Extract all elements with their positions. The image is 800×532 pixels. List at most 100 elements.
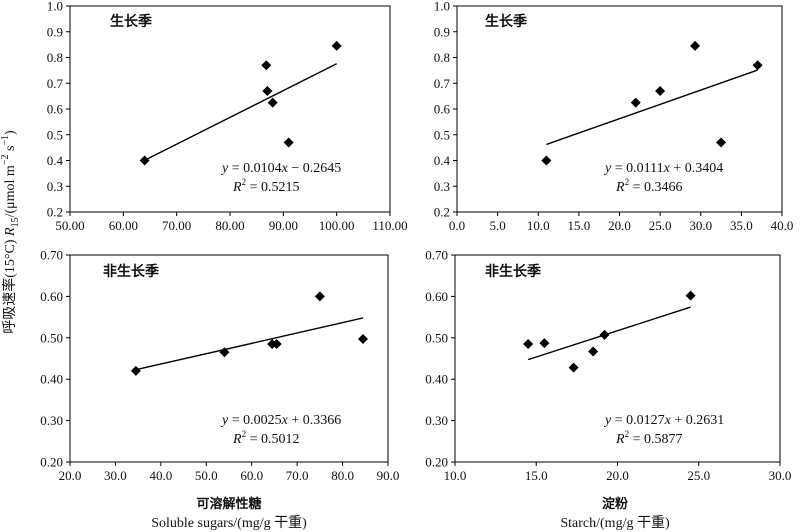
y-tick-label: 0.3 <box>434 179 450 194</box>
x-tick-label: 90.00 <box>269 218 298 233</box>
panels: 50.00 60.00 70.00 80.00 90.00 100.00 110.00 0.2… <box>40 0 793 483</box>
data-point <box>262 85 273 96</box>
y-tick-label: 0.20 <box>40 455 63 470</box>
scatter-panel-2: 0.0 5.0 10.0 15.0 20.0 25.0 30.0 35.0 40.0 0.2 0.3… <box>434 0 794 233</box>
x-axis-label-soluble-sugars: 可溶解性糖 Soluble sugars/(mg/g 干重) <box>151 496 307 531</box>
scatter-panel-3: 20.0 30.0 40.0 50.0 60.0 70.0 80.0 90.0 0.20 0.30… <box>40 248 399 484</box>
panel-title: 非生长季 <box>485 263 541 280</box>
data-point <box>685 290 696 301</box>
x-tick-label: 30.0 <box>689 218 712 233</box>
x-tick-label: 60.0 <box>240 468 263 483</box>
x-tick-label: 50.00 <box>55 218 84 233</box>
x-tick-label: 60.00 <box>109 218 138 233</box>
y-tick-label: 0.6 <box>434 102 451 117</box>
panel-title: 非生长季 <box>103 263 159 280</box>
trendline <box>144 63 337 161</box>
y-tick-label: 0.9 <box>47 24 63 39</box>
panel-title: 生长季 <box>485 13 527 30</box>
x-tick-label: 25.0 <box>687 468 710 483</box>
data-point <box>139 155 150 166</box>
x-tick-label: 5.0 <box>490 218 506 233</box>
x-tick-label: 80.0 <box>331 468 354 483</box>
data-point <box>523 339 534 350</box>
x-tick-label: 20.0 <box>59 468 82 483</box>
y-tick-label: 1.0 <box>434 0 450 14</box>
y-tick-label: 0.2 <box>434 205 450 220</box>
r-squared: R2 = 0.3466 <box>615 177 682 195</box>
scatter-panel-4: 10.0 15.0 20.0 25.0 30.0 0.20 0.30 0.40 0.50 0.60… <box>425 248 791 484</box>
regression-equation: y = 0.0025x + 0.3366 <box>220 413 341 428</box>
data-point <box>314 291 325 302</box>
regression-equation: y = 0.0104x − 0.2645 <box>220 161 341 176</box>
x-tick-label: 40.0 <box>149 468 172 483</box>
x-tick-label: 80.00 <box>215 218 244 233</box>
x-axis-label-en: Starch/(mg/g 干重) <box>560 515 670 531</box>
x-tick-label: 35.0 <box>730 218 753 233</box>
y-tick-label: 0.40 <box>40 372 63 387</box>
y-tick-label: 0.3 <box>47 179 63 194</box>
y-tick-label: 0.8 <box>434 50 450 65</box>
plot-frame <box>69 5 391 213</box>
r-squared: R2 = 0.5012 <box>232 429 299 447</box>
data-point <box>271 339 282 350</box>
y-tick-label: 0.70 <box>425 248 448 263</box>
data-point <box>331 40 342 51</box>
x-tick-label: 40.0 <box>771 218 794 233</box>
x-tick-label: 20.0 <box>606 468 629 483</box>
y-tick-label: 0.70 <box>40 248 63 263</box>
scatter-panel-1: 50.00 60.00 70.00 80.00 90.00 100.00 110.00 0.2… <box>47 0 408 233</box>
data-point <box>588 346 599 357</box>
trendline <box>546 69 758 146</box>
data-point <box>219 347 230 358</box>
y-tick-label: 0.5 <box>434 127 450 142</box>
data-point <box>752 60 763 71</box>
y-tick-label: 0.30 <box>40 413 63 428</box>
x-tick-label: 25.0 <box>649 218 672 233</box>
x-tick-label: 70.00 <box>162 218 191 233</box>
x-tick-label: 90.0 <box>377 468 400 483</box>
x-tick-label: 30.0 <box>769 468 792 483</box>
x-axis-label-cn: 可溶解性糖 <box>196 496 261 512</box>
data-point <box>130 365 141 376</box>
r-squared: R2 = 0.5877 <box>615 429 682 447</box>
data-point <box>690 40 701 51</box>
y-tick-label: 0.2 <box>47 205 63 220</box>
x-tick-label: 15.0 <box>525 468 548 483</box>
plot-frame <box>69 254 389 463</box>
data-point <box>599 329 610 340</box>
plot-frame <box>454 254 781 463</box>
regression-equation: y = 0.0111x + 0.3404 <box>603 161 723 176</box>
data-point <box>267 97 278 108</box>
y-tick-label: 0.60 <box>40 289 63 304</box>
data-point <box>630 97 641 108</box>
data-point <box>568 362 579 373</box>
x-tick-label: 0.0 <box>449 218 465 233</box>
data-point <box>539 338 550 349</box>
y-tick-label: 0.30 <box>425 413 448 428</box>
x-tick-label: 30.0 <box>104 468 127 483</box>
x-axis-label-en: Soluble sugars/(mg/g 干重) <box>151 515 307 531</box>
y-axis-label: 呼吸速率(15°C) R15/(μmol m−2 s−1) <box>0 130 21 334</box>
y-tick-label: 1.0 <box>47 0 63 14</box>
y-tick-label: 0.20 <box>425 455 448 470</box>
x-tick-label: 110.00 <box>372 218 407 233</box>
y-tick-label: 0.7 <box>434 76 451 91</box>
x-tick-label: 70.0 <box>286 468 309 483</box>
regression-equation: y = 0.0127x + 0.2631 <box>603 413 724 428</box>
data-point <box>358 334 369 345</box>
x-tick-label: 10.0 <box>444 468 467 483</box>
trendline <box>135 317 364 371</box>
data-point <box>716 137 727 148</box>
data-point <box>283 137 294 148</box>
x-tick-label: 100.00 <box>319 218 355 233</box>
y-tick-label: 0.60 <box>425 289 448 304</box>
y-tick-label: 0.9 <box>434 24 450 39</box>
r-squared: R2 = 0.5215 <box>232 177 299 195</box>
y-tick-label: 0.8 <box>47 50 63 65</box>
y-tick-label: 0.6 <box>47 102 64 117</box>
data-point <box>655 85 666 96</box>
x-tick-label: 15.0 <box>568 218 591 233</box>
x-tick-label: 20.0 <box>608 218 631 233</box>
x-axis-label-cn: 淀粉 <box>602 496 628 512</box>
